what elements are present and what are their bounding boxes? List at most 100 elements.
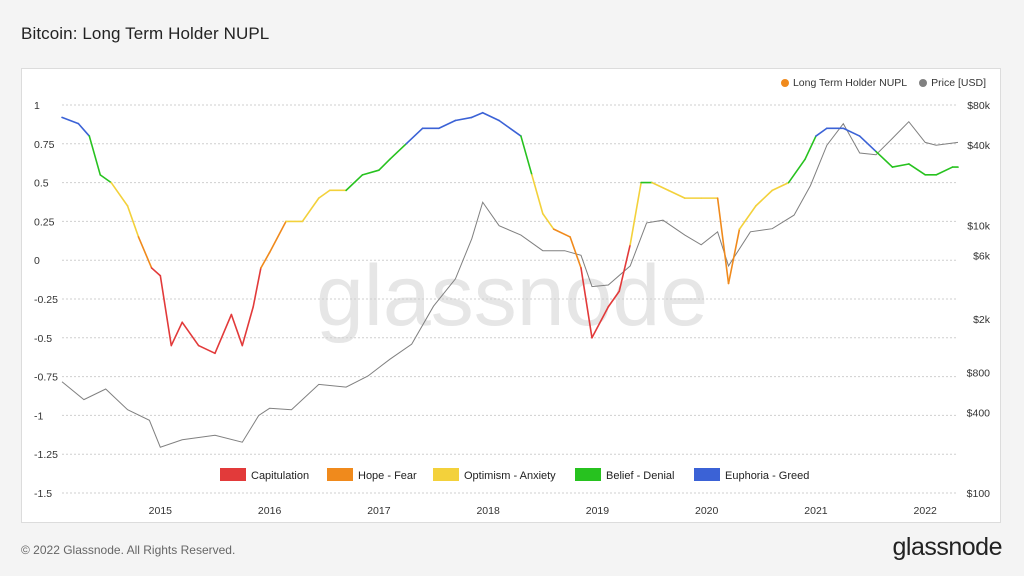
y-tick-label: 0.25 — [34, 216, 55, 228]
nupl-segment — [716, 197, 730, 285]
nupl-segment — [531, 174, 544, 215]
nupl-segment — [541, 212, 555, 230]
nupl-segment — [99, 174, 112, 184]
nupl-segment — [301, 197, 320, 223]
nupl-segment — [651, 181, 670, 192]
nupl-segment — [454, 116, 473, 122]
y-tick-label: 1 — [34, 100, 40, 112]
nupl-segment — [405, 127, 424, 145]
x-tick-label: 2020 — [695, 505, 719, 517]
y-tick-label: -0.75 — [34, 372, 58, 384]
x-tick-label: 2018 — [476, 505, 500, 517]
nupl-segment — [520, 135, 533, 176]
nupl-segment — [842, 127, 861, 137]
y-tick-label: -0.5 — [34, 333, 52, 345]
nupl-segment — [618, 243, 631, 293]
nupl-segment — [268, 220, 287, 254]
nupl-segment — [935, 166, 954, 176]
nupl-segment — [629, 181, 642, 246]
nupl-segment — [317, 189, 331, 199]
x-tick-label: 2017 — [367, 505, 391, 517]
nupl-segment — [580, 267, 593, 339]
brand-logo: glassnode — [892, 533, 1003, 561]
nupl-segment — [804, 135, 817, 161]
nupl-segment — [197, 344, 216, 355]
nupl-segment — [110, 181, 129, 207]
legend-swatch — [694, 468, 720, 481]
y2-tick-label: $6k — [973, 250, 991, 262]
y-tick-label: -1.5 — [34, 488, 52, 500]
legend-swatch — [575, 468, 601, 481]
legend-swatch — [327, 468, 353, 481]
legend-label-price: Price [USD] — [931, 77, 986, 89]
top-legend: Long Term Holder NUPL Price [USD] — [780, 77, 986, 89]
legend-swatch — [433, 468, 459, 481]
nupl-segment — [470, 111, 484, 119]
legend-label: Euphoria - Greed — [725, 470, 809, 482]
y-tick-label: -1.25 — [34, 449, 58, 461]
y-tick-label: -1 — [34, 410, 43, 422]
y2-tick-label: $100 — [967, 488, 991, 500]
y2-tick-label: $800 — [967, 367, 991, 379]
nupl-segment — [230, 313, 244, 347]
nupl-segment — [252, 267, 262, 308]
nupl-segment — [875, 150, 894, 168]
nupl-segment — [667, 189, 686, 199]
nupl-segment — [126, 205, 140, 238]
nupl-segment — [214, 313, 233, 355]
legend-label: Optimism - Anxiety — [464, 470, 556, 482]
legend-item-price[interactable]: Price [USD] — [919, 77, 986, 89]
price-legend-dot — [919, 79, 928, 87]
y2-tick-label: $400 — [967, 408, 991, 420]
nupl-segment — [815, 127, 828, 137]
nupl-legend-dot — [780, 79, 789, 87]
chart-panel — [21, 68, 1001, 523]
nupl-segment — [378, 158, 391, 171]
nupl-segment — [727, 228, 741, 285]
nupl-segment — [481, 111, 500, 122]
nupl-segment — [181, 321, 200, 347]
legend-label: Belief - Denial — [606, 470, 674, 482]
nupl-segment — [607, 290, 621, 308]
nupl-segment — [738, 205, 757, 230]
nupl-segment — [908, 163, 927, 176]
nupl-segment — [61, 116, 80, 125]
price-series-line — [61, 120, 959, 448]
nupl-segment — [891, 163, 910, 168]
y2-tick-label: $80k — [967, 100, 991, 112]
nupl-segment — [787, 158, 806, 184]
copyright-text: © 2022 Glassnode. All Rights Reserved. — [21, 543, 236, 557]
x-tick-label: 2021 — [804, 505, 828, 517]
legend-item-nupl[interactable]: Long Term Holder NUPL — [780, 77, 908, 89]
y-tick-label: 0.5 — [34, 178, 49, 190]
nupl-segment — [170, 321, 183, 347]
legend-label: Capitulation — [251, 470, 309, 482]
x-tick-label: 2019 — [586, 505, 610, 517]
chart-title: Bitcoin: Long Term Holder NUPL — [21, 24, 270, 43]
nupl-segment — [137, 236, 153, 269]
nupl-segment — [591, 305, 610, 339]
legend-label-nupl: Long Term Holder NUPL — [792, 77, 908, 89]
nupl-segment — [389, 143, 407, 161]
nupl-segment — [159, 274, 173, 347]
y2-tick-label: $2k — [973, 314, 991, 326]
nupl-segment — [77, 122, 91, 137]
y2-tick-label: $10k — [967, 221, 991, 233]
nupl-segment — [150, 267, 162, 277]
nupl-segment — [755, 189, 774, 207]
nupl-segment — [438, 119, 457, 130]
nupl-segment — [569, 236, 582, 269]
y-tick-label: 0.75 — [34, 139, 55, 151]
legend-swatch — [220, 468, 246, 481]
nupl-segment — [498, 119, 522, 137]
nupl-segment — [345, 174, 364, 192]
watermark-text: glassnode — [316, 248, 708, 344]
x-tick-label: 2016 — [258, 505, 282, 517]
x-tick-label: 2015 — [149, 505, 173, 517]
legend-label: Hope - Fear — [358, 470, 417, 482]
x-tick-label: 2022 — [914, 505, 938, 517]
nupl-segment — [858, 135, 877, 153]
nupl-segment — [552, 228, 571, 238]
y-tick-label: 0 — [34, 255, 40, 267]
